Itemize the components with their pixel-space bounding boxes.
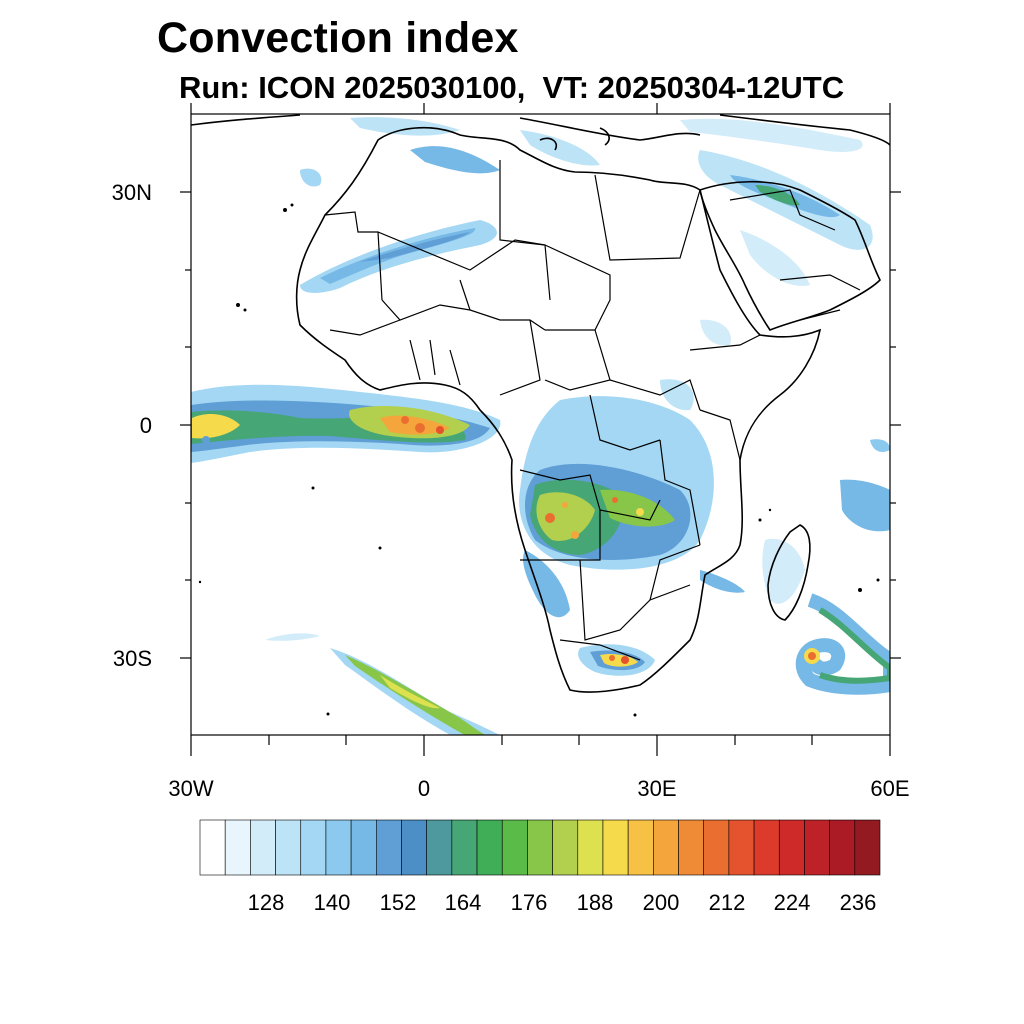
axis-ticks (180, 103, 901, 756)
colorbar-swatch (577, 819, 604, 876)
convection-field (191, 117, 890, 735)
colorbar-swatch (350, 819, 377, 876)
colorbar-swatch (451, 819, 478, 876)
colorbar-swatch (703, 819, 730, 876)
lat-label-0: 0 (139, 413, 152, 438)
colorbar-swatch (325, 819, 352, 876)
arabian-peninsula (699, 180, 881, 331)
colorbar-swatch (375, 819, 402, 876)
lon-label-30e: 30E (637, 776, 677, 801)
europe-coast (191, 114, 890, 146)
colorbar-swatch (829, 819, 856, 876)
colorbar-label: 236 (839, 890, 877, 915)
colorbar-label: 128 (247, 890, 285, 915)
country-borders (324, 160, 861, 661)
colorbar-swatch (426, 819, 453, 876)
colorbar-swatch (653, 819, 679, 876)
lat-label-30s: 30S (112, 646, 152, 671)
africa-coastline (295, 126, 822, 693)
madagascar (767, 524, 811, 621)
colorbar (199, 819, 881, 876)
colorbar-swatch (501, 819, 528, 876)
map-subtitle: Run: ICON 2025030100, VT: 20250304-12UTC (179, 70, 845, 105)
colorbar-swatch (250, 819, 276, 876)
colorbar-label: 212 (708, 890, 746, 915)
colorbar-label: 152 (379, 890, 417, 915)
colorbar-label: 188 (576, 890, 614, 915)
colorbar-swatch (527, 819, 553, 876)
lon-label-30w: 30W (168, 776, 214, 801)
colorbar-swatch (728, 819, 755, 876)
colorbar-swatch (602, 819, 629, 876)
colorbar-swatch (753, 819, 780, 876)
colorbar-swatch (854, 819, 881, 876)
colorbar-swatch (199, 819, 226, 876)
colorbar-label: 140 (313, 890, 351, 915)
colorbar-swatch (678, 819, 705, 876)
lon-label-0: 0 (417, 776, 431, 801)
colorbar-label: 164 (444, 890, 482, 915)
colorbar-swatch (275, 819, 302, 876)
colorbar-swatch (224, 819, 251, 876)
colorbar-swatch (300, 819, 327, 876)
colorbar-swatch (627, 819, 654, 876)
colorbar-label: 200 (642, 890, 680, 915)
colorbar-swatch (552, 819, 579, 876)
islands (198, 203, 880, 717)
cyclone-band (795, 593, 890, 695)
map-title: Convection index (157, 14, 519, 62)
colorbar-swatch (804, 819, 830, 876)
colorbar-swatch (778, 819, 805, 876)
lat-label-30n: 30N (111, 180, 152, 205)
colorbar-label: 176 (510, 890, 548, 915)
colorbar-swatch (401, 819, 427, 876)
lon-label-60e: 60E (870, 776, 910, 801)
coastlines (191, 114, 890, 693)
colorbar-label: 224 (773, 890, 811, 915)
colorbar-swatch (476, 819, 503, 876)
